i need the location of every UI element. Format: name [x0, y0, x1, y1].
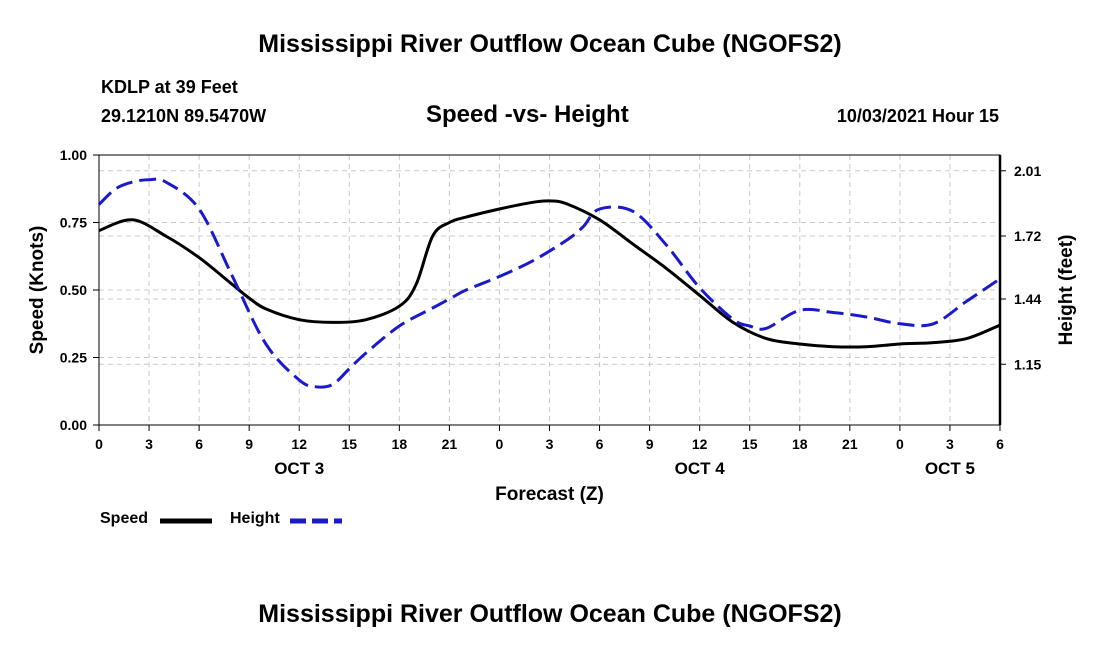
x-tick-label: 0: [496, 436, 504, 452]
x-tick-label: 0: [95, 436, 103, 452]
x-tick-label: 9: [245, 436, 253, 452]
x-tick-label: 6: [596, 436, 604, 452]
x-tick-label: 15: [742, 436, 758, 452]
x-tick-label: 21: [442, 436, 458, 452]
y2-tick-label: 1.15: [1014, 356, 1041, 372]
coords-label: 29.1210N 89.5470W: [101, 106, 267, 126]
chart-title: Speed -vs- Height: [426, 101, 629, 128]
y2-axis-title: Height (feet): [1056, 235, 1077, 346]
axes: 0 3 6 9 12 15 18 21 0 3 6 9 12 15 18 21 0 3 6 OCT 3 OCT 4 OCT…: [27, 147, 1077, 505]
day-label: OCT 5: [925, 459, 975, 478]
datetime-label: 10/03/2021 Hour 15: [836, 106, 999, 126]
x-tick-label: 18: [792, 436, 808, 452]
y-tick-label: 1.00: [60, 147, 87, 163]
legend-speed-label: Speed: [100, 510, 149, 527]
y2-tick-label: 1.72: [1014, 228, 1041, 244]
x-tick-label: 12: [692, 436, 708, 452]
x-tick-label: 9: [646, 436, 654, 452]
legend-height-label: Height: [230, 510, 280, 527]
x-tick-label: 3: [145, 436, 153, 452]
day-label: OCT 4: [675, 459, 726, 478]
x-tick-label: 18: [392, 436, 408, 452]
x-tick-label: 15: [341, 436, 357, 452]
x-tick-label: 3: [946, 436, 954, 452]
y-tick-label: 0.50: [60, 282, 87, 298]
x-tick-label: 21: [842, 436, 858, 452]
y2-tick-label: 1.44: [1014, 291, 1041, 307]
x-tick-label: 12: [291, 436, 307, 452]
series-line-height: [97, 177, 1001, 389]
y-tick-label: 0.75: [60, 215, 87, 231]
page-title-bottom: Mississippi River Outflow Ocean Cube (NG…: [258, 600, 842, 628]
station-label: KDLP at 39 Feet: [101, 77, 238, 97]
series: [97, 177, 1001, 389]
y-axis-title: Speed (Knots): [27, 226, 48, 355]
x-tick-label: 6: [996, 436, 1004, 452]
x-tick-label: 6: [195, 436, 203, 452]
day-label: OCT 3: [274, 459, 324, 478]
page-title-top: Mississippi River Outflow Ocean Cube (NG…: [258, 30, 842, 58]
x-axis-title: Forecast (Z): [495, 484, 604, 505]
x-tick-label: 3: [546, 436, 554, 452]
grid: [99, 155, 1000, 425]
x-tick-label: 0: [896, 436, 904, 452]
y2-tick-label: 2.01: [1014, 163, 1041, 179]
series-line-speed: [98, 199, 1001, 349]
y-tick-label: 0.00: [60, 417, 87, 433]
y-tick-label: 0.25: [60, 350, 87, 366]
